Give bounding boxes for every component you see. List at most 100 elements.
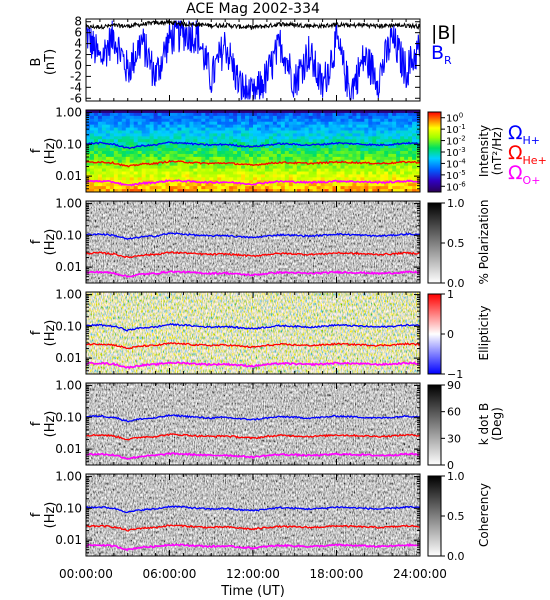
heatmap-cell: [109, 112, 115, 117]
heatmap-cell: [416, 130, 421, 134]
heatmap-cell: [237, 127, 242, 131]
heatmap-cell: [308, 165, 314, 169]
heatmap-cell: [396, 115, 401, 120]
heatmap-cell: [105, 186, 111, 190]
heatmap-cell: [245, 139, 250, 143]
heatmap-cell: [137, 159, 143, 164]
heatmap-cell: [372, 148, 377, 152]
heatmap-cell: [169, 148, 174, 152]
heatmap-cell: [125, 180, 131, 184]
heatmap-cell: [408, 145, 413, 149]
heatmap-cell: [197, 148, 202, 152]
heatmap-cell: [161, 142, 166, 146]
heatmap-cell: [189, 162, 194, 167]
heatmap-cell: [356, 112, 361, 117]
heatmap-cell: [272, 139, 278, 143]
heatmap-cell: [260, 110, 266, 114]
heatmap-cell: [376, 124, 381, 128]
heatmap-cell: [157, 139, 162, 143]
heatmap-cell: [185, 142, 190, 146]
heatmap-cell: [253, 153, 258, 158]
heatmap-cell: [177, 139, 182, 143]
heatmap-cell: [260, 127, 266, 131]
heatmap-cell: [253, 110, 258, 114]
heatmap-cell: [129, 124, 135, 128]
heatmap-cell: [185, 159, 190, 164]
heatmap-cell: [312, 142, 318, 146]
heatmap-cell: [201, 110, 206, 114]
heatmap-cell: [324, 127, 329, 131]
heatmap-cell: [320, 162, 325, 167]
heatmap-cell: [288, 118, 294, 123]
heatmap-cell: [304, 183, 310, 187]
heatmap-cell: [352, 165, 357, 169]
heatmap-cell: [392, 171, 397, 175]
heatmap-cell: [153, 115, 158, 120]
heatmap-cell: [388, 145, 393, 149]
heatmap-cell: [364, 148, 369, 152]
heatmap-cell: [348, 124, 353, 128]
heatmap-cell: [86, 136, 91, 140]
heatmap-cell: [268, 112, 274, 117]
heatmap-cell: [93, 174, 99, 178]
heatmap-cell: [185, 156, 190, 161]
heatmap-cell: [272, 165, 278, 169]
heatmap-cell: [332, 165, 337, 169]
heatmap-cell: [237, 174, 242, 178]
heatmap-cell: [392, 177, 397, 181]
heatmap-cell: [376, 168, 381, 172]
heatmap-cell: [165, 159, 170, 164]
heatmap-cell: [340, 168, 345, 172]
heatmap-cell: [201, 121, 206, 126]
heatmap-cell: [245, 136, 250, 140]
heatmap-cell: [384, 168, 389, 172]
heatmap-cell: [193, 186, 198, 190]
heatmap-cell: [117, 153, 123, 158]
heatmap-cell: [153, 183, 158, 187]
heatmap-cell: [221, 139, 226, 143]
heatmap-cell: [245, 168, 250, 172]
heatmap-cell: [256, 139, 262, 143]
heatmap-cell: [400, 145, 405, 149]
heatmap-cell: [109, 156, 115, 161]
heatmap-cell: [328, 183, 333, 187]
heatmap-cell: [101, 156, 107, 161]
heatmap-cell: [249, 168, 254, 172]
colorbar-ticks-coherency: 1.00.50.0: [441, 470, 465, 563]
heatmap-cell: [304, 156, 310, 161]
y-ticks-intensity: 1.000.100.01: [55, 106, 420, 190]
heatmap-cell: [125, 153, 131, 158]
heatmap-cell: [225, 118, 230, 123]
heatmap-cell: [320, 165, 325, 169]
heatmap-cell: [209, 133, 214, 137]
heatmap-cell: [201, 133, 206, 137]
heatmap-cell: [153, 165, 158, 169]
heatmap-cell: [384, 162, 389, 167]
heatmap-cell: [86, 151, 91, 155]
y-axis-label-field-line2: (nT): [43, 49, 58, 75]
heatmap-cell: [404, 153, 409, 158]
heatmap-cell: [209, 124, 214, 128]
heatmap-cell: [241, 171, 246, 175]
heatmap-cell: [260, 124, 266, 128]
heatmap-cell: [296, 112, 302, 117]
heatmap-cell: [129, 118, 135, 123]
heatmap-cell: [368, 127, 373, 131]
heatmap-cell: [404, 127, 409, 131]
heatmap-cell: [380, 151, 385, 155]
heatmap-cell: [400, 112, 405, 117]
heatmap-cell: [360, 186, 365, 190]
heatmap-cell: [157, 174, 162, 178]
heatmap-cell: [256, 159, 262, 164]
heatmap-cell: [396, 156, 401, 161]
heatmap-cell: [412, 186, 417, 190]
heatmap-cell: [249, 121, 254, 126]
heatmap-cell: [308, 153, 314, 158]
heatmap-cell: [225, 162, 230, 167]
heatmap-cell: [241, 130, 246, 134]
heatmap-cell: [388, 136, 393, 140]
heatmap-cell: [145, 177, 151, 181]
heatmap-cell: [328, 112, 333, 117]
heatmap-cell: [177, 124, 182, 128]
heatmap-cell: [161, 110, 166, 114]
